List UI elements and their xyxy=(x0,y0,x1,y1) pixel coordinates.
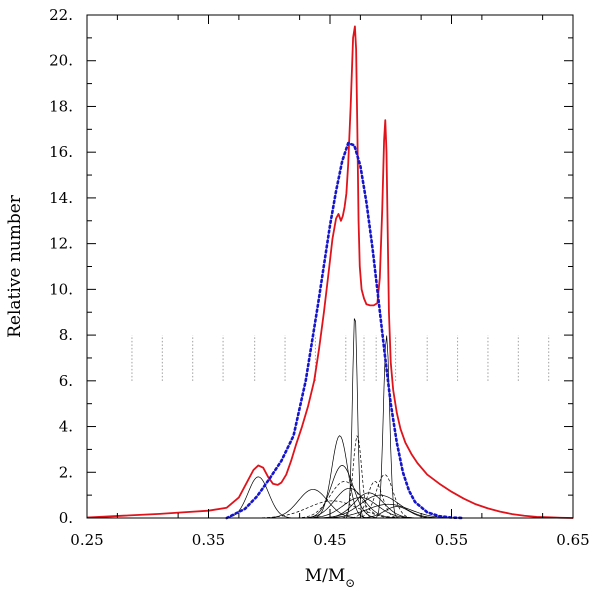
y-tick-label: 10. xyxy=(49,280,73,298)
vertical-markers xyxy=(131,335,550,381)
y-tick-label: 0. xyxy=(59,509,73,527)
y-tick-label: 20. xyxy=(49,52,73,70)
y-axis-label: Relative number xyxy=(5,194,25,338)
x-tick-label: 0.45 xyxy=(313,531,346,549)
x-axis-label: M/M⊙ xyxy=(305,566,356,590)
x-axis-label-main: M/M xyxy=(305,566,346,586)
y-tick-label: 4. xyxy=(59,418,73,436)
x-tick-label: 0.25 xyxy=(70,531,103,549)
axis-ticks: 0.25 0.35 0.45 0.55 0.65 0. 2. 4. 6. 8. 10. 12. 14. 1… xyxy=(49,6,590,549)
y-tick-label: 18. xyxy=(49,97,73,115)
series-curve-blue-dotted xyxy=(225,141,465,520)
x-tick-label: 0.35 xyxy=(192,531,225,549)
component-curve xyxy=(87,318,573,519)
x-tick-label: 0.65 xyxy=(556,531,589,549)
series-curves xyxy=(86,25,574,520)
series-curve-red xyxy=(86,25,574,519)
x-axis-label-subscript: ⊙ xyxy=(345,576,355,590)
component-curves xyxy=(87,318,573,519)
x-tick-label: 0.55 xyxy=(435,531,468,549)
y-tick-label: 16. xyxy=(49,143,73,161)
y-tick-label: 2. xyxy=(59,463,73,481)
y-tick-label: 12. xyxy=(49,235,73,253)
y-tick-label: 22. xyxy=(49,6,73,24)
y-tick-label: 8. xyxy=(59,326,73,344)
y-tick-label: 6. xyxy=(59,372,73,390)
y-tick-label: 14. xyxy=(49,189,73,207)
